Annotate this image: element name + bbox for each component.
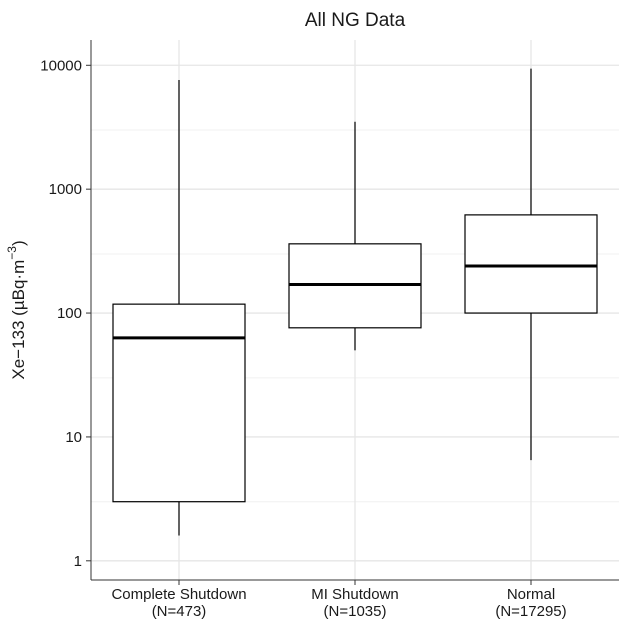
x-tick-label: MI Shutdown <box>311 586 399 603</box>
y-tick-label: 1000 <box>49 181 82 198</box>
y-axis-label-main: Xe−133 (µBq·m <box>9 260 28 380</box>
boxplot-1 <box>112 80 246 536</box>
boxplot-2 <box>288 121 422 351</box>
y-axis-label-superscript: −3 <box>5 246 19 260</box>
x-tick-label: Complete Shutdown <box>111 586 246 603</box>
boxplot-3 <box>464 68 598 461</box>
x-tick-count-label: (N=1035) <box>324 603 387 620</box>
x-tick-count-label: (N=473) <box>152 603 207 620</box>
y-axis-label-close: ) <box>9 240 28 246</box>
box <box>112 303 246 503</box>
chart-title: All NG Data <box>305 10 406 31</box>
axes: 1 10 100 1000 10000 Complete Shutdown(N=473) M… <box>40 40 619 620</box>
x-tick-count-label: (N=17295) <box>495 603 566 620</box>
box <box>464 214 598 314</box>
x-tick-label: Normal <box>507 586 555 603</box>
y-tick-label: 1 <box>74 553 82 570</box>
svg-text:Xe−133 (µBq·m−3): Xe−133 (µBq·m−3) <box>5 240 28 379</box>
y-tick-label: 10 <box>65 429 82 446</box>
y-axis-label: Xe−133 (µBq·m−3) <box>5 240 28 379</box>
y-tick-label: 100 <box>57 305 82 322</box>
boxplots <box>112 68 598 536</box>
y-tick-label: 10000 <box>40 57 82 74</box>
